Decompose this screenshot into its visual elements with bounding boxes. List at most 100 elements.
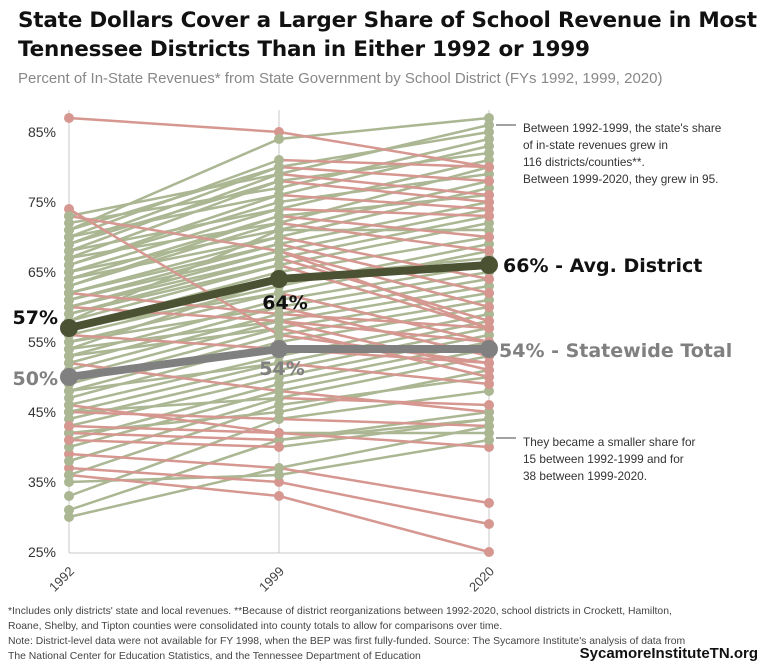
district-point — [64, 477, 74, 487]
district-segment — [278, 221, 490, 253]
district-point — [274, 477, 284, 487]
district-point — [64, 253, 74, 263]
district-point — [484, 323, 494, 333]
district-point — [64, 218, 74, 228]
district-point — [64, 393, 74, 403]
brand-url[interactable]: SycamoreInstituteTN.org — [579, 645, 758, 662]
district-point — [274, 309, 284, 319]
district-point — [274, 379, 284, 389]
district-point — [274, 491, 284, 501]
district-point — [64, 449, 74, 459]
district-segment — [68, 221, 280, 288]
avg-district-point — [60, 319, 78, 337]
district-point — [274, 358, 284, 368]
district-point — [274, 295, 284, 305]
district-segment — [278, 389, 490, 421]
district-point — [484, 309, 494, 319]
statewide-label: 54% - Statewide Total — [499, 340, 732, 362]
district-segment — [68, 466, 280, 484]
district-point — [484, 295, 494, 305]
district-segment — [278, 291, 490, 344]
district-segment — [278, 165, 490, 183]
avg-district-point — [480, 256, 498, 274]
district-point — [64, 512, 74, 522]
statewide-label: 54% — [259, 358, 304, 380]
district-point — [64, 358, 74, 368]
y-tick-label: 65% — [28, 264, 56, 280]
district-point — [274, 407, 284, 417]
district-segment — [278, 249, 490, 309]
district-point — [484, 162, 494, 172]
x-tick-label: 1999 — [256, 564, 287, 595]
district-point — [484, 190, 494, 200]
district-segment — [278, 347, 490, 393]
avg-district-label: 57% — [13, 307, 58, 329]
district-point — [64, 400, 74, 410]
district-segment — [278, 130, 490, 169]
district-point — [484, 407, 494, 417]
district-point — [484, 428, 494, 438]
district-point — [484, 225, 494, 235]
district-point — [274, 197, 284, 207]
district-point — [64, 435, 74, 445]
district-segment — [278, 214, 490, 239]
district-segment — [278, 396, 490, 407]
statewide-point — [60, 368, 78, 386]
district-point — [484, 365, 494, 375]
district-point — [274, 169, 284, 179]
district-segment — [68, 305, 280, 323]
y-tick-label: 35% — [28, 474, 56, 490]
district-segment — [278, 158, 490, 169]
annotation-line: They became a smaller share for — [523, 435, 696, 449]
district-point — [274, 393, 284, 403]
district-point — [274, 428, 284, 438]
district-segment — [278, 361, 490, 386]
district-segment — [68, 193, 280, 267]
x-tick-label: 1992 — [46, 564, 77, 595]
y-tick-label: 85% — [28, 124, 56, 140]
district-point — [274, 162, 284, 172]
district-point — [484, 183, 494, 193]
district-segment — [68, 452, 280, 470]
district-point — [274, 260, 284, 270]
district-point — [274, 435, 284, 445]
district-point — [274, 330, 284, 340]
district-point — [274, 134, 284, 144]
district-point — [64, 267, 74, 277]
district-point — [274, 463, 284, 473]
district-point — [484, 176, 494, 186]
district-point — [64, 505, 74, 515]
district-point — [64, 232, 74, 242]
district-point — [64, 288, 74, 298]
district-point — [484, 232, 494, 242]
y-tick-label: 75% — [28, 194, 56, 210]
district-segment — [68, 214, 280, 253]
district-segment — [278, 417, 490, 428]
district-point — [64, 309, 74, 319]
district-point — [484, 288, 494, 298]
district-point — [274, 365, 284, 375]
district-point — [484, 547, 494, 557]
chart-subtitle: Percent of In-State Revenues* from State… — [18, 70, 663, 87]
statewide-label: 50% — [13, 368, 58, 390]
district-point — [274, 253, 284, 263]
district-point — [64, 204, 74, 214]
district-point — [274, 183, 284, 193]
district-segment — [68, 172, 280, 218]
district-segment — [68, 466, 280, 519]
district-point — [484, 400, 494, 410]
district-segment — [278, 466, 490, 505]
district-point — [274, 127, 284, 137]
annotation-line: Between 1992-1999, the state's share — [523, 121, 722, 135]
district-point — [64, 295, 74, 305]
district-point — [484, 141, 494, 151]
district-segment — [278, 235, 490, 281]
district-point — [274, 470, 284, 480]
district-point — [64, 246, 74, 256]
chart-title: State Dollars Cover a Larger Share of Sc… — [18, 8, 757, 62]
district-segment — [278, 193, 490, 211]
district-point — [64, 113, 74, 123]
y-tick-label: 45% — [28, 404, 56, 420]
district-point — [484, 281, 494, 291]
